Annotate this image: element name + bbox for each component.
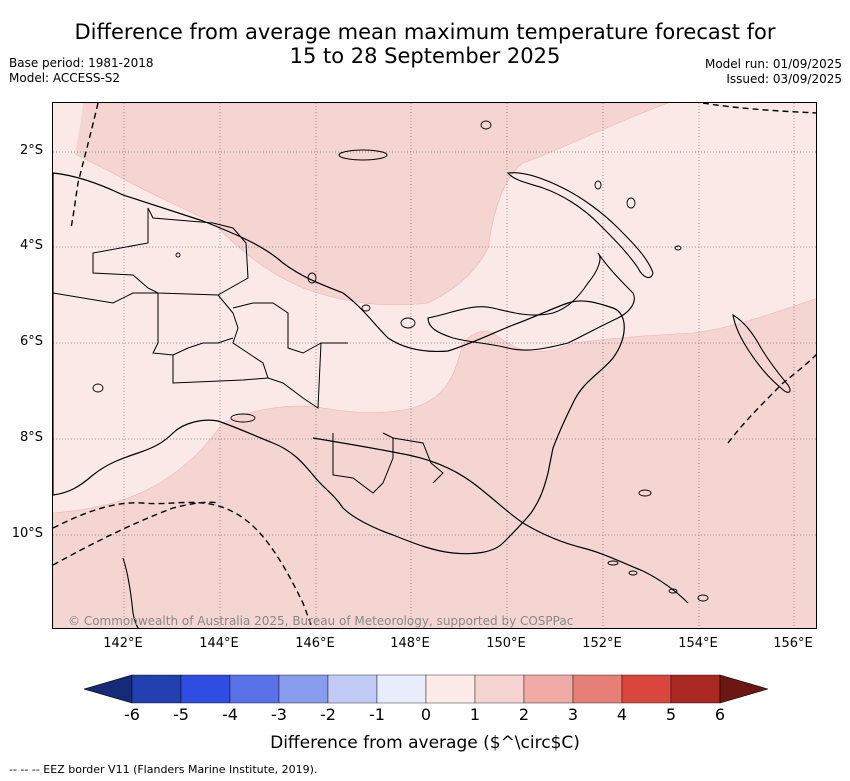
colorbar-segment	[376, 674, 427, 704]
new-ireland-coastline	[506, 172, 654, 279]
lon-label-148e: 148°E	[390, 636, 430, 651]
eez-borders	[53, 103, 816, 628]
manus-island	[338, 149, 388, 161]
colorbar-segment	[621, 674, 672, 704]
new-britain-coastline	[427, 252, 635, 351]
lat-label-8s: 8°S	[19, 430, 43, 445]
colorbar-tick-label: 4	[616, 705, 628, 724]
colorbar	[84, 674, 768, 704]
meta-left: Base period: 1981-2018 Model: ACCESS-S2	[9, 56, 154, 86]
lon-label-144e: 144°E	[199, 636, 239, 651]
anomaly-region-northwest	[53, 103, 83, 163]
model-name: Model: ACCESS-S2	[9, 71, 121, 85]
colorbar-segment	[670, 674, 721, 704]
gridlines	[53, 103, 816, 628]
lon-label-156e: 156°E	[773, 636, 813, 651]
colorbar-tick-label: 5	[665, 705, 677, 724]
base-period: Base period: 1981-2018	[9, 56, 154, 70]
new-guinea-coastline	[53, 172, 625, 555]
colorbar-segment	[425, 674, 476, 704]
colorbar-segment	[278, 674, 329, 704]
lon-label-142e: 142°E	[103, 636, 143, 651]
colorbar-segment	[474, 674, 525, 704]
lon-label-152e: 152°E	[582, 636, 622, 651]
lat-label-6s: 6°S	[19, 334, 43, 349]
eez-legend-note: -- -- -- EEZ border V11 (Flanders Marine…	[9, 763, 318, 776]
colorbar-tick-label: 3	[567, 705, 579, 724]
model-run: Model run: 01/09/2025	[704, 57, 842, 71]
bougainville-coastline	[732, 313, 791, 393]
colorbar-extend-high	[719, 674, 768, 704]
lon-label-154e: 154°E	[678, 636, 718, 651]
colorbar-tick-label: -4	[222, 705, 238, 724]
colorbar-segment	[180, 674, 231, 704]
colorbar-tick-label: 0	[420, 705, 432, 724]
colorbar-segment	[572, 674, 623, 704]
lat-label-10s: 10°S	[11, 526, 43, 541]
colorbar-extend-low	[84, 674, 133, 704]
colorbar-label: Difference from average ($^\circ$C)	[270, 733, 580, 753]
colorbar-tick-label: 1	[469, 705, 481, 724]
colorbar-tick-label: -3	[271, 705, 287, 724]
issued-date: Issued: 03/09/2025	[726, 72, 842, 86]
anomaly-region-south	[53, 298, 816, 628]
title-line-1: Difference from average mean maximum tem…	[74, 20, 776, 44]
lat-label-2s: 2°S	[19, 143, 43, 158]
copyright-notice: © Commonwealth of Australia 2025, Bureau…	[68, 614, 574, 628]
colorbar-tick-label: -6	[124, 705, 140, 724]
colorbar-segment	[229, 674, 280, 704]
chart-title: Difference from average mean maximum tem…	[0, 20, 850, 68]
colorbar-segment	[327, 674, 378, 704]
lon-label-150e: 150°E	[486, 636, 526, 651]
colorbar-tick-label: -2	[320, 705, 336, 724]
huon-peninsula-coastline	[312, 437, 689, 604]
map-svg	[53, 103, 816, 628]
colorbar-tick-label: -1	[369, 705, 385, 724]
lat-label-4s: 4°S	[19, 238, 43, 253]
provincial-borders	[53, 207, 444, 494]
colorbar-segment	[523, 674, 574, 704]
lon-label-146e: 146°E	[295, 636, 335, 651]
anomaly-region-north	[53, 103, 669, 306]
cape-york-coastline	[122, 557, 139, 628]
map-panel[interactable]	[52, 102, 817, 629]
colorbar-tick-label: 2	[518, 705, 530, 724]
colorbar-tick-label: 6	[714, 705, 726, 724]
title-line-2: 15 to 28 September 2025	[289, 44, 561, 68]
meta-right: Model run: 01/09/2025 Issued: 03/09/2025	[705, 57, 842, 87]
colorbar-segment	[131, 674, 182, 704]
colorbar-tick-label: -5	[173, 705, 189, 724]
small-islands	[92, 120, 709, 602]
